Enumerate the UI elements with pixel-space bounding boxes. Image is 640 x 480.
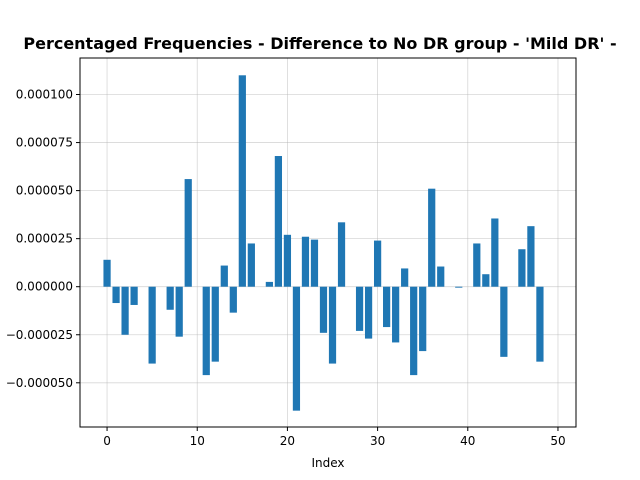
x-axis-ticks: 0 10 20 30 40 50	[103, 427, 566, 448]
bar-15	[238, 75, 246, 287]
bar-30	[373, 240, 382, 287]
bar-41	[473, 243, 481, 287]
grid	[80, 58, 576, 427]
bar-46	[518, 249, 526, 287]
bar-47	[527, 226, 535, 287]
bar-19	[274, 156, 283, 287]
bar-13	[220, 265, 228, 287]
y-tick-label: −0.000050	[6, 376, 73, 390]
bar-23	[310, 239, 319, 287]
plot-frame	[79, 57, 577, 428]
bar-31	[383, 286, 391, 328]
bar-36	[428, 188, 436, 287]
bar-16	[247, 243, 255, 287]
x-axis-label: Index	[311, 456, 344, 470]
chart-title: Percentaged Frequencies - Difference to …	[23, 34, 616, 53]
bar-39	[455, 286, 463, 288]
bar-14	[229, 286, 237, 313]
bar-22	[301, 236, 310, 287]
bar-48	[536, 286, 544, 362]
bars	[103, 75, 544, 411]
bar-32	[392, 286, 400, 343]
bar-29	[364, 286, 373, 339]
bar-35	[419, 286, 427, 352]
y-tick-label: 0.000050	[16, 184, 73, 198]
y-tick-label: −0.000025	[6, 328, 73, 342]
x-tick-label: 50	[550, 434, 565, 448]
bar-21	[292, 286, 301, 411]
bar-0	[103, 259, 111, 287]
x-tick-label: 40	[460, 434, 475, 448]
bar-24	[319, 286, 328, 333]
y-tick-label: 0.000025	[16, 232, 73, 246]
bar-43	[491, 218, 499, 287]
bar-42	[482, 274, 490, 287]
bar-5	[148, 286, 156, 364]
bar-12	[211, 286, 219, 362]
bar-9	[184, 179, 192, 287]
bar-8	[175, 286, 183, 337]
bar-44	[500, 286, 508, 357]
bar-28	[355, 286, 364, 331]
x-tick-label: 10	[190, 434, 205, 448]
bar-3	[130, 286, 138, 305]
bar-11	[202, 286, 210, 376]
bar-1	[112, 286, 120, 304]
bar-25	[328, 286, 337, 364]
bar-26	[337, 222, 346, 287]
bar-2	[121, 286, 129, 335]
y-tick-label: 0.000100	[16, 88, 73, 102]
x-tick-label: 30	[370, 434, 385, 448]
bar-37	[437, 266, 445, 287]
bar-20	[283, 234, 292, 287]
y-tick-label: 0.000000	[16, 280, 73, 294]
y-axis-ticks: −0.000050 −0.000025 0.000000 0.000025 0.0000…	[6, 88, 80, 390]
x-tick-label: 0	[103, 434, 111, 448]
y-tick-label: 0.000075	[16, 136, 73, 150]
bar-18	[265, 281, 273, 287]
x-tick-label: 20	[280, 434, 295, 448]
bar-33	[401, 268, 409, 287]
bar-7	[166, 286, 174, 310]
bar-34	[410, 286, 418, 376]
